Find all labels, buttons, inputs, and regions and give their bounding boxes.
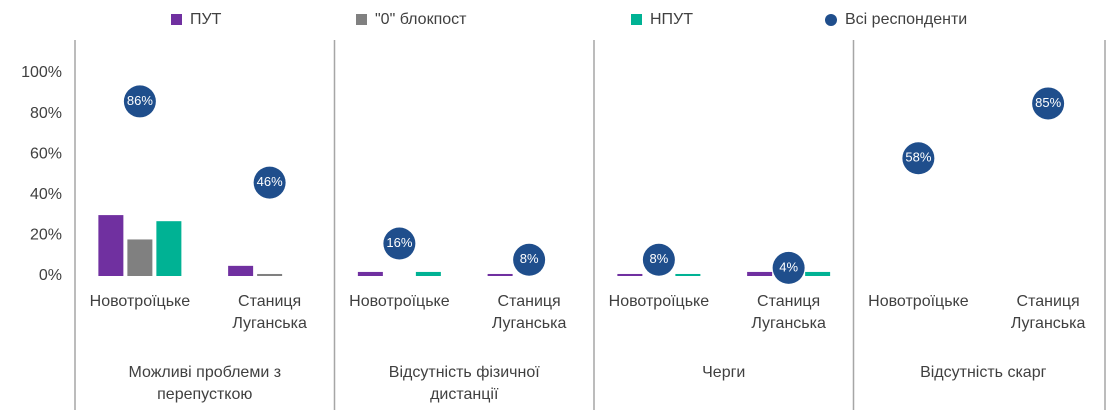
legend-marker <box>825 14 837 26</box>
bubble <box>123 85 156 118</box>
data-label: 16% <box>386 235 412 250</box>
bubble <box>902 142 935 175</box>
group-label: Відсутність скарг <box>920 364 1047 381</box>
group-label: Можливі проблеми з перепусткою <box>128 364 282 403</box>
bar <box>805 271 831 276</box>
group-label: Відсутність фізичної дистанції <box>388 364 540 403</box>
bar <box>98 215 124 276</box>
legend-marker <box>631 14 642 25</box>
y-tick-label: 100% <box>21 64 62 81</box>
bar <box>617 273 643 276</box>
bar <box>257 273 283 276</box>
bar <box>228 265 254 276</box>
x-tick-label: Новотроїцьке <box>349 293 450 310</box>
y-tick-label: 80% <box>30 105 62 122</box>
legend-label: Всі респонденти <box>845 11 967 28</box>
bar <box>747 271 773 276</box>
data-label: 8% <box>649 251 668 266</box>
data-label: 46% <box>257 174 283 189</box>
y-tick-label: 20% <box>30 227 62 244</box>
bubble <box>253 166 286 199</box>
legend-marker <box>171 14 182 25</box>
x-tick-label: Новотроїцьке <box>89 293 191 310</box>
data-label: 58% <box>905 150 931 165</box>
y-tick-label: 40% <box>30 186 62 203</box>
legend-label: "0" блокпост <box>375 11 467 28</box>
y-tick-label: 0% <box>39 267 62 284</box>
x-tick-label: Новотроїцьке <box>608 293 710 310</box>
bubble <box>513 243 546 276</box>
x-tick-label: Новотроїцьке <box>868 293 969 310</box>
bar <box>156 221 182 276</box>
data-label: 8% <box>520 251 539 266</box>
group-label: Черги <box>702 364 746 381</box>
legend-marker <box>356 14 367 25</box>
data-label: 86% <box>127 93 153 108</box>
x-tick-label: Станиця Луганська <box>1010 293 1086 332</box>
data-label: 4% <box>779 259 798 274</box>
x-tick-label: Станиця Луганська <box>232 293 307 332</box>
y-tick-label: 60% <box>30 145 62 162</box>
bar <box>675 273 701 276</box>
bar <box>415 271 441 276</box>
bar <box>487 273 513 276</box>
bubble <box>383 227 416 260</box>
bubble <box>1032 87 1065 120</box>
x-tick-label: Станиця Луганська <box>491 293 567 332</box>
legend-label: НПУТ <box>650 11 693 28</box>
bubble <box>642 243 675 276</box>
data-label: 85% <box>1035 95 1061 110</box>
legend-label: ПУТ <box>190 11 222 28</box>
x-tick-label: Станиця Луганська <box>751 293 826 332</box>
bubble <box>772 251 805 284</box>
bar <box>127 239 153 276</box>
bar <box>357 271 383 276</box>
